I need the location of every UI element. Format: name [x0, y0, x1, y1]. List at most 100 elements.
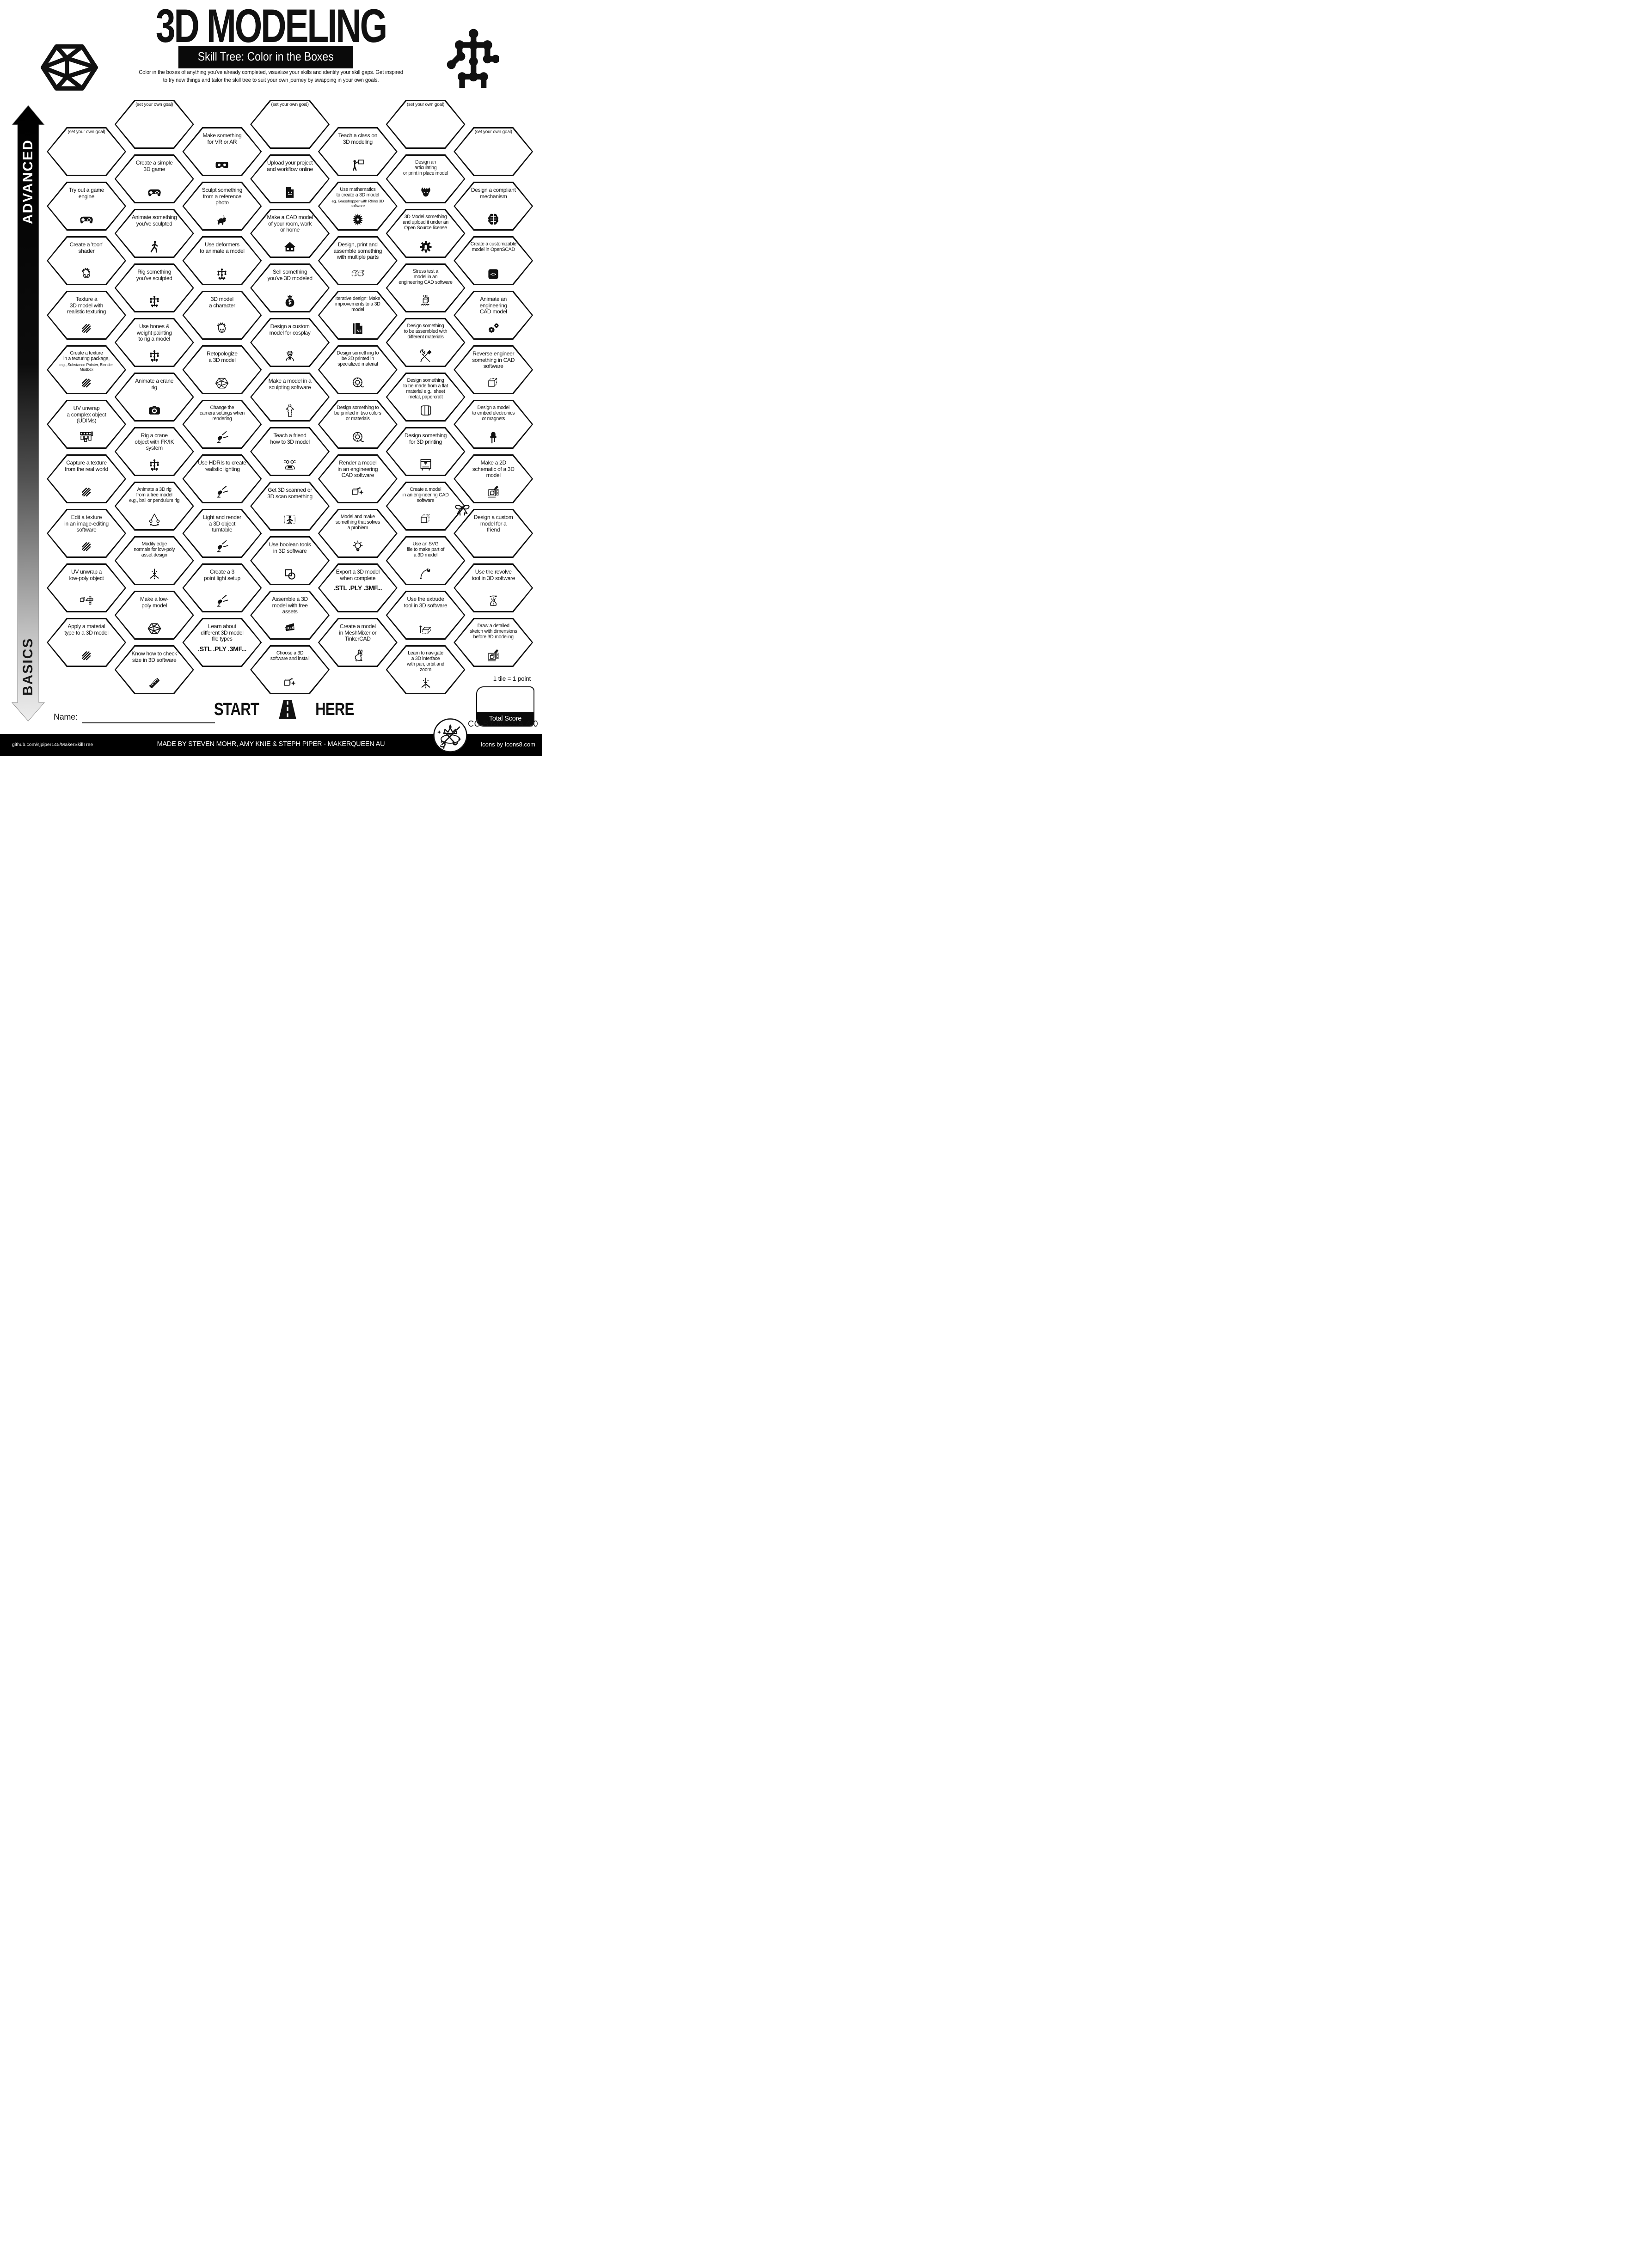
hex-label: Light and render a 3D object turntable — [203, 514, 241, 533]
hex-tile[interactable]: Use boolean tools in 3D software — [250, 536, 330, 585]
hex-tile[interactable]: Use the revolve tool in 3D software — [454, 563, 533, 612]
hex-tile[interactable]: Try out a game engine — [47, 182, 126, 231]
hex-tile[interactable]: Rig something you've sculpted — [114, 263, 194, 312]
hex-tile[interactable]: Teach a class on 3D modeling — [318, 127, 398, 176]
hex-tile[interactable]: Modify edge normals for low-poly asset d… — [114, 536, 194, 585]
hex-tile[interactable]: Sculpt something from a reference photo — [182, 182, 262, 231]
hex-tile[interactable]: Animate a 3D rig from a free model e.g.,… — [114, 482, 194, 531]
hex-tile[interactable]: UV unwrap a complex object (UDIMs) — [47, 400, 126, 449]
hex-tile[interactable]: Create a simple 3D game — [114, 154, 194, 203]
hex-tile[interactable]: Design something to be printed in two co… — [318, 400, 398, 449]
hex-fill — [387, 265, 464, 311]
svgpen-icon — [419, 567, 433, 581]
hex-tile[interactable]: Make a CAD model of your room, work or h… — [250, 209, 330, 258]
hex-tile[interactable]: Design something to be made from a flat … — [386, 373, 466, 422]
hex-tile[interactable]: Rig a crane object with FK/IK system — [114, 427, 194, 476]
hex-tile[interactable]: Design an articulating or print in place… — [386, 154, 466, 203]
hex-content: Use an SVG file to make part of a 3D mod… — [387, 537, 465, 584]
hex-label: UV unwrap a complex object (UDIMs) — [67, 405, 106, 424]
hex-tile[interactable]: UV unwrap a low-poly object — [47, 563, 126, 612]
name-input-line[interactable] — [82, 722, 215, 723]
hex-tile-goal[interactable]: (set your own goal) — [47, 127, 126, 176]
hex-content: Edit a texture in an image-editing softw… — [48, 510, 125, 557]
hex-tile[interactable]: 3D model a character — [182, 291, 262, 340]
hex-tile[interactable]: Design something for 3D printing — [386, 427, 466, 476]
hex-tile[interactable]: Create a model in an engineering CAD sof… — [386, 482, 466, 531]
hex-tile[interactable]: Make a model in a sculpting software — [250, 373, 330, 422]
hex-tile[interactable]: Retopologize a 3D model — [182, 345, 262, 394]
here-label: HERE — [315, 699, 354, 719]
hex-content: Create a customizable model in OpenSCAD <… — [454, 237, 532, 284]
hex-tile[interactable]: Create a texture in a texturing package,… — [47, 345, 126, 394]
bow-icon — [453, 502, 472, 520]
hex-tile[interactable]: Get 3D scanned or 3D scan something — [250, 482, 330, 531]
hex-tile[interactable]: Use deformers to animate a model — [182, 236, 262, 285]
description: Color in the boxes of anything you've al… — [139, 70, 403, 83]
hex-content: Design something to be assembled with di… — [387, 319, 465, 366]
toonface-icon — [80, 267, 93, 281]
hex-tile-goal[interactable]: (set your own goal) — [386, 100, 466, 149]
hex-tile[interactable]: Create a model in MeshMixer or TinkerCAD — [318, 618, 398, 667]
hex-tile[interactable]: Upload your project and workflow online — [250, 154, 330, 203]
hex-tile[interactable]: Use HDRIs to create realistic lighting — [182, 454, 262, 503]
hex-tile[interactable]: Use the extrude tool in 3D software — [386, 591, 466, 640]
hex-tile[interactable]: Stress test a model in an engineering CA… — [386, 263, 466, 312]
hex-tile[interactable]: Design a model to embed electronics or m… — [454, 400, 533, 449]
hex-tile[interactable]: Learn to navigate a 3D interface with pa… — [386, 645, 466, 694]
house-icon — [283, 240, 297, 254]
hex-tile[interactable]: Create a 3 point light setup — [182, 563, 262, 612]
hex-tile[interactable]: Reverse engineer something in CAD softwa… — [454, 345, 533, 394]
hex-label: Use boolean tools in 3D software — [269, 541, 311, 554]
hex-tile[interactable]: Assemble a 3D model with free assets FREE — [250, 591, 330, 640]
hex-tile[interactable]: Learn about different 3D model file type… — [182, 618, 262, 667]
hex-tile[interactable]: Design a custom model for a friend — [454, 505, 533, 558]
hex-tile[interactable]: Apply a material type to a 3D model — [47, 618, 126, 667]
hex-tile-goal[interactable]: (set your own goal) — [250, 100, 330, 149]
hex-tile[interactable]: Make a low- poly model — [114, 591, 194, 640]
hex-tile[interactable]: Capture a texture from the real world — [47, 454, 126, 503]
hex-tile[interactable]: Design a custom model for cosplay — [250, 318, 330, 367]
hex-tile-goal[interactable]: (set your own goal) — [114, 100, 194, 149]
hex-tile[interactable]: Animate a crane rig — [114, 373, 194, 422]
hex-tile[interactable]: Make a 2D schematic of a 3D model — [454, 454, 533, 503]
hex-tile[interactable]: Create a 'toon' shader — [47, 236, 126, 285]
hex-label: Create a model in MeshMixer or TinkerCAD — [339, 623, 377, 642]
hex-tile-goal[interactable]: (set your own goal) — [454, 127, 533, 176]
hex-label: Model and make something that solves a p… — [335, 514, 380, 531]
hex-tile[interactable]: Edit a texture in an image-editing softw… — [47, 509, 126, 558]
hex-tile[interactable]: Use bones & weight painting to rig a mod… — [114, 318, 194, 367]
name-label: Name: — [54, 712, 78, 721]
hex-tile[interactable]: Iterative design: Make improvements to a… — [318, 291, 398, 340]
hex-tile[interactable]: Use mathematics to create a 3D model eg. … — [318, 182, 398, 231]
hex-tile[interactable]: Draw a detailed sketch with dimensions b… — [454, 618, 533, 667]
hex-tile[interactable]: Sell something you've 3D modeled — [250, 263, 330, 312]
hex-content: Design something to be 3D printed in spe… — [319, 346, 397, 393]
hex-tile[interactable]: Teach a friend how to 3D model — [250, 427, 330, 476]
hex-tile[interactable]: Texture a 3D model with realistic textur… — [47, 291, 126, 340]
hex-tile[interactable]: Make something for VR or AR — [182, 127, 262, 176]
hex-tile[interactable]: Model and make something that solves a p… — [318, 509, 398, 558]
hex-tile[interactable]: Design, print and assemble something wit… — [318, 236, 398, 285]
hex-content: Get 3D scanned or 3D scan something — [251, 483, 329, 530]
hex-tile[interactable]: Design a compliant mechanism — [454, 182, 533, 231]
hex-tile[interactable]: Change the camera settings when renderin… — [182, 400, 262, 449]
rabbit-icon — [351, 649, 365, 663]
makerqueen-logo-icon — [433, 718, 468, 753]
hex-tile[interactable]: Animate an engineering CAD model — [454, 291, 533, 340]
hex-label: Create a simple 3D game — [135, 159, 173, 172]
hex-tile[interactable]: 3D Model something and upload it under a… — [386, 209, 466, 258]
hex-tile[interactable]: Design something to be 3D printed in spe… — [318, 345, 398, 394]
hex-content: Use bones & weight painting to rig a mod… — [116, 319, 193, 366]
hex-tile[interactable]: Animate something you've sculpted — [114, 209, 194, 258]
hex-tile[interactable]: Design something to be assembled with di… — [386, 318, 466, 367]
hex-tile[interactable]: Export a 3D model when complete .STL .PLY… — [318, 563, 398, 612]
hex-tile[interactable]: Choose a 3D software and install — [250, 645, 330, 694]
hex-tile[interactable]: Create a customizable model in OpenSCAD <… — [454, 236, 533, 285]
total-score-box[interactable]: Total Score — [476, 686, 534, 727]
hex-label: Create a 3 point light setup — [203, 569, 240, 581]
hex-tile[interactable]: Light and render a 3D object turntable — [182, 509, 262, 558]
tile-point-note: 1 tile = 1 point — [493, 675, 531, 682]
hex-tile[interactable]: Use an SVG file to make part of a 3D mod… — [386, 536, 466, 585]
hex-tile[interactable]: Render a model in an engineering CAD sof… — [318, 454, 398, 503]
hex-tile[interactable]: Know how to check size in 3D software — [114, 645, 194, 694]
